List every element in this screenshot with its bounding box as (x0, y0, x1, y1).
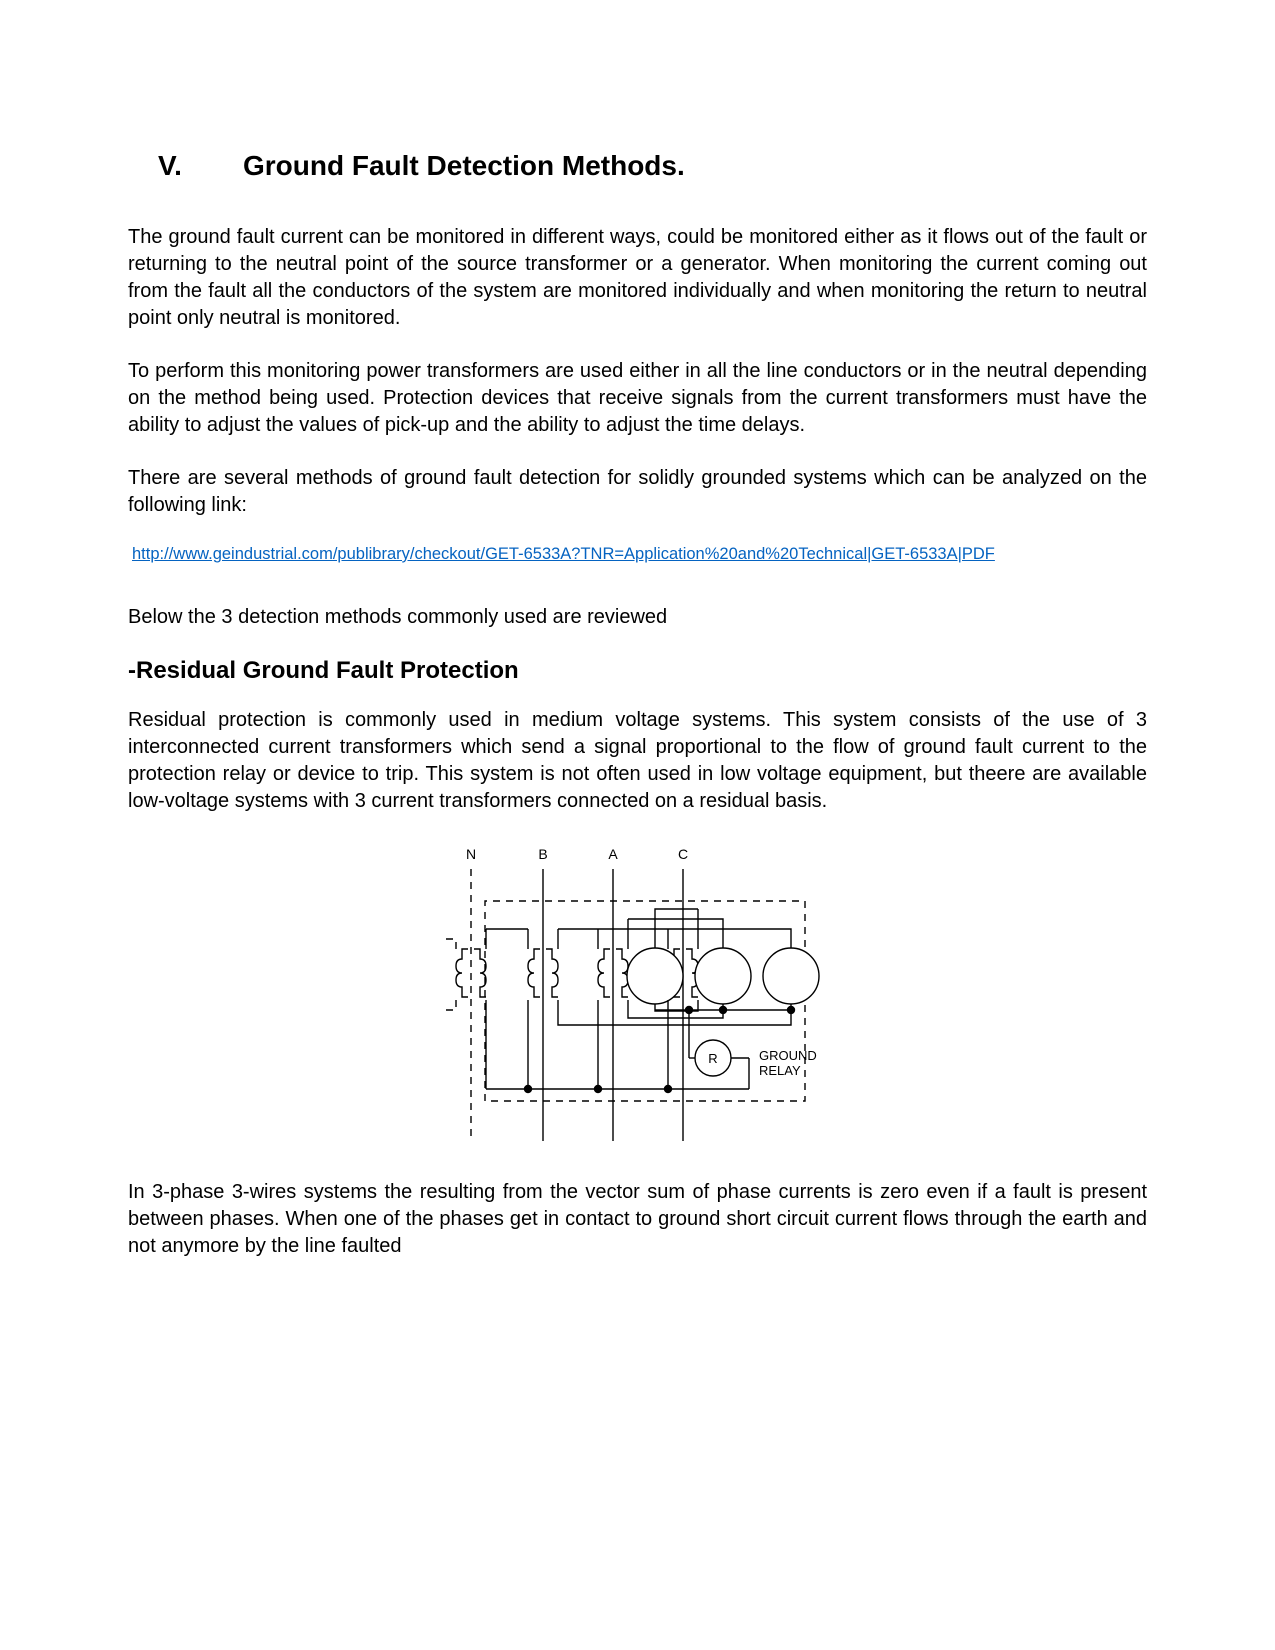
svg-text:C: C (677, 846, 687, 862)
circuit-diagram: N B A C R GROUNDRELAY (128, 841, 1147, 1151)
paragraph-5: Residual protection is commonly used in … (128, 707, 1147, 815)
svg-text:B: B (538, 846, 547, 862)
paragraph-6: In 3-phase 3-wires systems the resulting… (128, 1179, 1147, 1260)
paragraph-1: The ground fault current can be monitore… (128, 224, 1147, 332)
subheading-residual: -Residual Ground Fault Protection (128, 657, 1147, 685)
section-title: Ground Fault Detection Methods. (243, 150, 685, 182)
svg-text:R: R (708, 1051, 717, 1066)
paragraph-4: Below the 3 detection methods commonly u… (128, 604, 1147, 631)
svg-text:GROUND: GROUND (759, 1048, 817, 1063)
paragraph-2: To perform this monitoring power transfo… (128, 358, 1147, 439)
svg-text:N: N (465, 846, 475, 862)
circuit-svg: N B A C R GROUNDRELAY (423, 841, 853, 1151)
svg-text:RELAY: RELAY (759, 1063, 801, 1078)
svg-text:A: A (608, 846, 618, 862)
reference-link[interactable]: http://www.geindustrial.com/publibrary/c… (128, 545, 1147, 564)
section-roman: V. (128, 150, 243, 182)
section-heading: V. Ground Fault Detection Methods. (128, 150, 1147, 182)
paragraph-3: There are several methods of ground faul… (128, 465, 1147, 519)
